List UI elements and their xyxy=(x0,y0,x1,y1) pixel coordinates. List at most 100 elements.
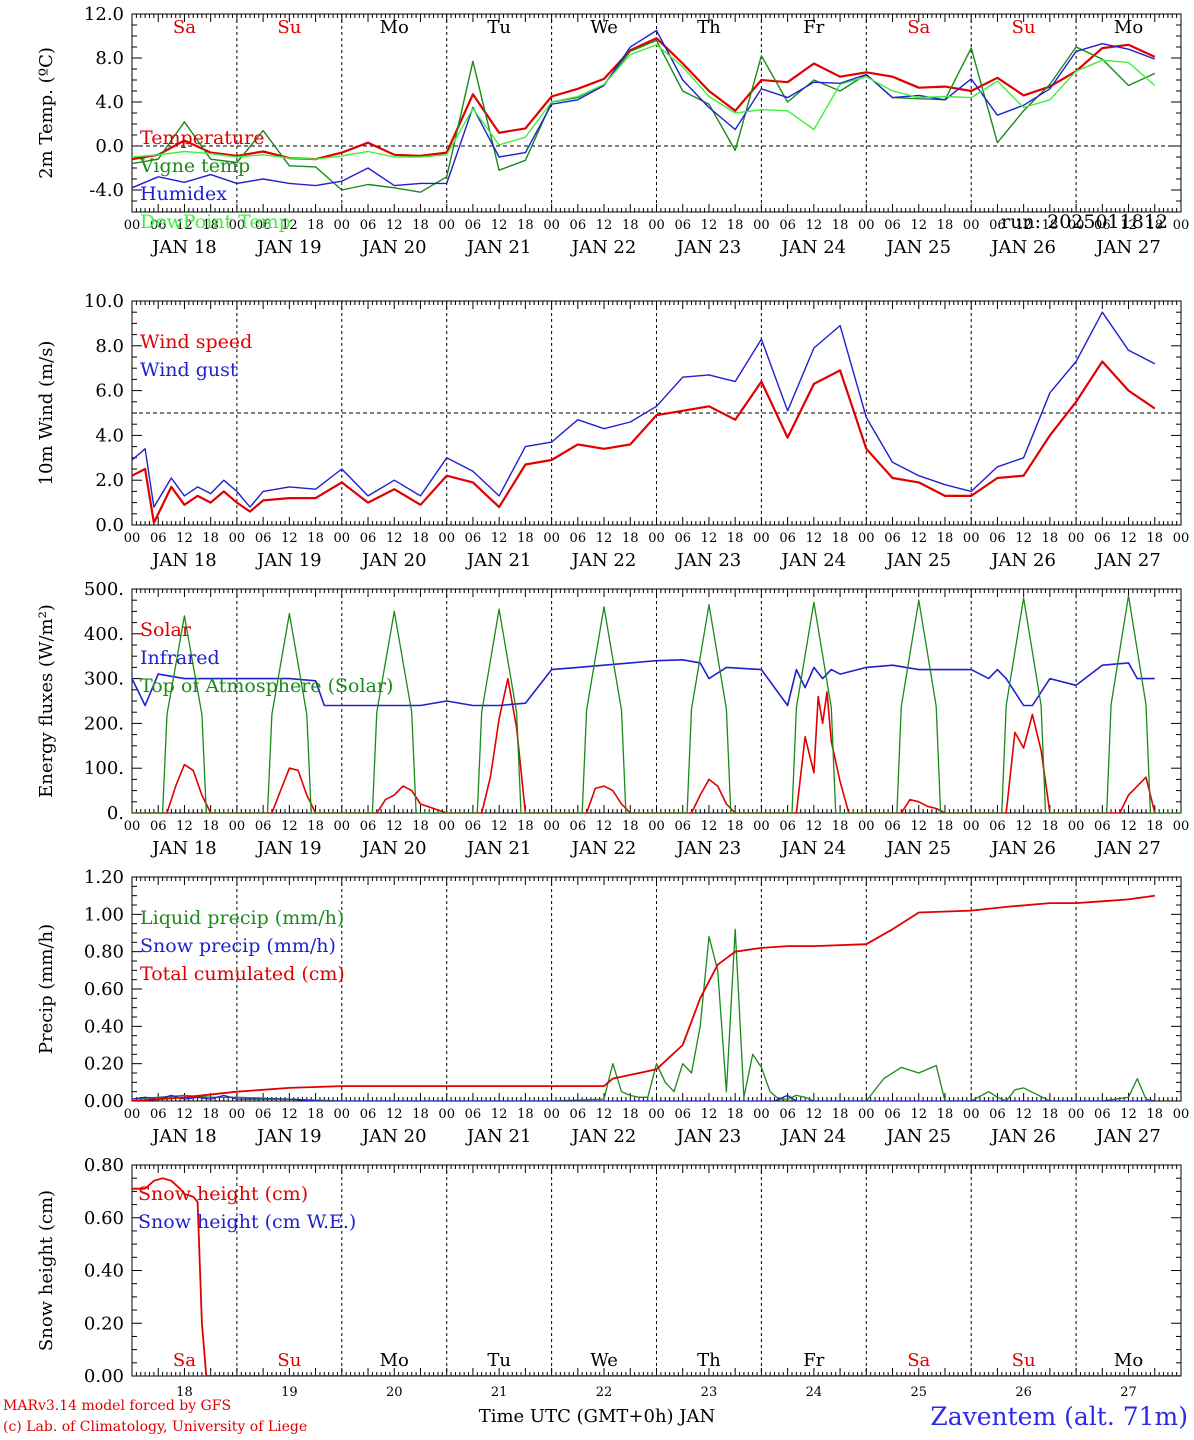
hour-tick-label: 18 xyxy=(622,1107,639,1122)
hour-tick-label: 06 xyxy=(465,218,482,233)
chart-panel-4: 0.00 0.20 0.40 0.60 0.80 1.00 1.20 Precip (mm/h… xyxy=(36,867,1189,1147)
hour-tick-label: 06 xyxy=(150,218,167,233)
hour-tick-label: 18 xyxy=(832,531,849,546)
day-number-label: 22 xyxy=(596,1385,613,1400)
y-tick-label: 0.80 xyxy=(84,1155,124,1176)
hour-tick-label: 06 xyxy=(989,1107,1006,1122)
hour-tick-label: 06 xyxy=(989,819,1006,834)
day-of-week-label: Mo xyxy=(1114,17,1143,38)
day-of-week-label: Th xyxy=(697,1350,721,1371)
date-label: JAN 27 xyxy=(1094,838,1161,859)
day-of-week-label: We xyxy=(590,17,618,38)
hour-tick-label: 00 xyxy=(963,218,980,233)
run-label: run: 2025011812 xyxy=(1001,211,1168,233)
date-label: JAN 19 xyxy=(255,838,322,859)
hour-tick-label: 12 xyxy=(1015,1107,1032,1122)
series-line-4 xyxy=(132,44,1156,160)
series-group xyxy=(132,595,1181,813)
hour-tick-label: 18 xyxy=(1042,218,1059,233)
date-label: JAN 20 xyxy=(360,237,427,258)
date-label: JAN 24 xyxy=(780,550,847,571)
hour-tick-label: 00 xyxy=(438,819,455,834)
hour-tick-label: 12 xyxy=(386,531,403,546)
chart-panel-2: 0.0 2.0 4.0 6.0 8.0 10.0 10m Wind (m/s) 00 06 12 1… xyxy=(36,291,1189,571)
hour-tick-label: 18 xyxy=(937,1107,954,1122)
date-label: JAN 19 xyxy=(255,1126,322,1147)
hour-tick-label: 18 xyxy=(202,819,219,834)
hour-tick-label: 18 xyxy=(1147,819,1164,834)
hour-tick-label: 06 xyxy=(674,819,691,834)
legend-entry: Snow precip (mm/h) xyxy=(140,935,336,957)
day-of-week-label: Sa xyxy=(173,1350,196,1371)
hour-tick-label: 06 xyxy=(674,531,691,546)
hour-tick-label: 18 xyxy=(622,819,639,834)
hour-tick-label: 12 xyxy=(910,819,927,834)
hour-tick-label: 00 xyxy=(1068,531,1085,546)
date-label: JAN 27 xyxy=(1094,237,1161,258)
hour-tick-label: 12 xyxy=(281,819,298,834)
hour-tick-label: 00 xyxy=(858,1107,875,1122)
day-of-week-label: Th xyxy=(697,17,721,38)
hour-tick-label: 06 xyxy=(1094,819,1111,834)
hour-tick-label: 00 xyxy=(753,1107,770,1122)
hour-tick-label: 00 xyxy=(124,218,141,233)
day-number-label: 21 xyxy=(491,1385,508,1400)
hour-tick-label: 06 xyxy=(779,218,796,233)
hour-tick-label: 06 xyxy=(779,1107,796,1122)
y-tick-label: 1.00 xyxy=(84,904,124,925)
hour-tick-label: 06 xyxy=(779,819,796,834)
y-tick-label: -4.0 xyxy=(89,180,124,201)
day-of-week-label: Fr xyxy=(803,1350,824,1371)
hour-tick-label: 06 xyxy=(989,531,1006,546)
y-tick-label: 0.20 xyxy=(84,1054,124,1075)
day-of-week-label: Mo xyxy=(380,17,409,38)
hour-tick-label: 00 xyxy=(438,1107,455,1122)
legend-entry: Total cumulated (cm) xyxy=(140,963,345,985)
day-of-week-label: We xyxy=(590,1350,618,1371)
hour-tick-label: 06 xyxy=(1094,531,1111,546)
hour-tick-label: 06 xyxy=(255,1107,272,1122)
series-line-3 xyxy=(132,29,1156,189)
hour-tick-label: 06 xyxy=(779,531,796,546)
hour-tick-label: 18 xyxy=(937,218,954,233)
hour-tick-label: 00 xyxy=(648,218,665,233)
y-tick-label: 0.20 xyxy=(84,1313,124,1334)
date-label: JAN 21 xyxy=(465,1126,532,1147)
hour-tick-label: 00 xyxy=(963,819,980,834)
legend-entry: Wind speed xyxy=(140,331,252,353)
hour-tick-label: 18 xyxy=(412,531,429,546)
date-label: JAN 19 xyxy=(255,237,322,258)
series-line-2 xyxy=(132,1094,1155,1101)
hour-tick-label: 00 xyxy=(334,531,351,546)
legend-entry: Infrared xyxy=(140,647,220,669)
date-label: JAN 26 xyxy=(989,838,1056,859)
date-label: JAN 25 xyxy=(884,1126,951,1147)
day-of-week-label: Su xyxy=(1012,1350,1036,1371)
hour-tick-label: 12 xyxy=(491,531,508,546)
hour-tick-label: 18 xyxy=(727,1107,744,1122)
hour-tick-label: 00 xyxy=(543,531,560,546)
date-label: JAN 21 xyxy=(465,838,532,859)
y-tick-label: 2.0 xyxy=(95,470,124,491)
series-line-1 xyxy=(132,360,1156,524)
hour-tick-label: 12 xyxy=(176,1107,193,1122)
hour-tick-label: 06 xyxy=(150,531,167,546)
y-tick-label: 0.60 xyxy=(84,979,124,1000)
hour-tick-label: 00 xyxy=(124,1107,141,1122)
hour-tick-label: 12 xyxy=(701,1107,718,1122)
day-of-week-label: Su xyxy=(1012,17,1036,38)
hour-tick-label: 06 xyxy=(570,1107,587,1122)
hour-tick-label: 06 xyxy=(989,218,1006,233)
hour-tick-label: 06 xyxy=(884,218,901,233)
y-axis-title: 10m Wind (m/s) xyxy=(36,341,57,486)
hour-tick-label: 00 xyxy=(858,531,875,546)
chart-panel-3: 0. 100. 200. 300. 400. 500. Energy fluxes (W/m… xyxy=(36,579,1189,859)
day-of-week-label: Fr xyxy=(803,17,824,38)
date-label: JAN 23 xyxy=(675,550,742,571)
hour-tick-label: 12 xyxy=(1120,1107,1137,1122)
hour-tick-label: 06 xyxy=(465,1107,482,1122)
hour-tick-label: 18 xyxy=(307,218,324,233)
y-tick-label: 0.40 xyxy=(84,1016,124,1037)
date-label: JAN 22 xyxy=(570,1126,637,1147)
